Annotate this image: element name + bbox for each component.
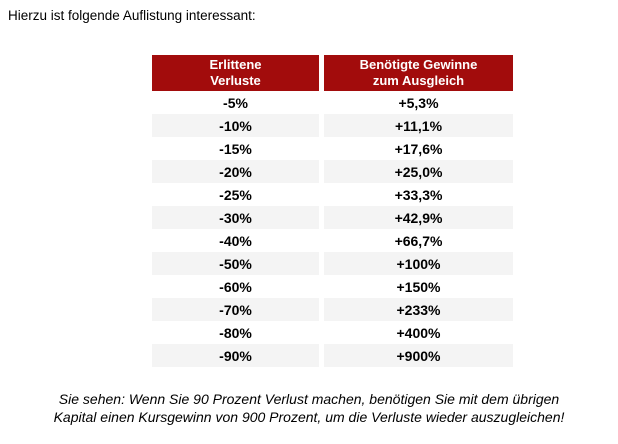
table-row: -90% +900% bbox=[152, 344, 513, 367]
gain-cell: +233% bbox=[324, 298, 513, 321]
loss-cell: -50% bbox=[152, 252, 319, 275]
table-header-row: Erlittene Verluste Benötigte Gewinne zum… bbox=[152, 55, 513, 91]
table-row: -15% +17,6% bbox=[152, 137, 513, 160]
table-row: -10% +11,1% bbox=[152, 114, 513, 137]
loss-cell: -30% bbox=[152, 206, 319, 229]
gain-cell: +42,9% bbox=[324, 206, 513, 229]
column-divider bbox=[319, 275, 324, 298]
column-divider bbox=[319, 183, 324, 206]
gain-cell: +33,3% bbox=[324, 183, 513, 206]
gain-cell: +100% bbox=[324, 252, 513, 275]
loss-cell: -90% bbox=[152, 344, 319, 367]
loss-cell: -80% bbox=[152, 321, 319, 344]
table-row: -80% +400% bbox=[152, 321, 513, 344]
table-row: -5% +5,3% bbox=[152, 91, 513, 114]
gain-cell: +900% bbox=[324, 344, 513, 367]
loss-cell: -70% bbox=[152, 298, 319, 321]
header-losses-line1: Erlittene bbox=[209, 57, 262, 72]
loss-gain-table: Erlittene Verluste Benötigte Gewinne zum… bbox=[152, 55, 513, 367]
loss-cell: -10% bbox=[152, 114, 319, 137]
gain-cell: +11,1% bbox=[324, 114, 513, 137]
loss-cell: -40% bbox=[152, 229, 319, 252]
table-row: -30% +42,9% bbox=[152, 206, 513, 229]
header-losses-line2: Verluste bbox=[210, 73, 261, 88]
column-divider bbox=[319, 114, 324, 137]
table-row: -40% +66,7% bbox=[152, 229, 513, 252]
column-divider bbox=[319, 252, 324, 275]
gain-cell: +400% bbox=[324, 321, 513, 344]
column-divider bbox=[319, 137, 324, 160]
loss-cell: -15% bbox=[152, 137, 319, 160]
footer-note-line1: Sie sehen: Wenn Sie 90 Prozent Verlust m… bbox=[58, 391, 560, 407]
loss-cell: -5% bbox=[152, 91, 319, 114]
loss-cell: -25% bbox=[152, 183, 319, 206]
gain-cell: +5,3% bbox=[324, 91, 513, 114]
intro-text: Hierzu ist folgende Auflistung interessa… bbox=[8, 8, 256, 23]
column-divider bbox=[319, 229, 324, 252]
loss-cell: -60% bbox=[152, 275, 319, 298]
gain-cell: +66,7% bbox=[324, 229, 513, 252]
column-divider bbox=[319, 298, 324, 321]
header-gains-line2: zum Ausgleich bbox=[372, 73, 465, 88]
loss-cell: -20% bbox=[152, 160, 319, 183]
column-divider bbox=[319, 321, 324, 344]
header-cell-gains: Benötigte Gewinne zum Ausgleich bbox=[324, 55, 513, 91]
header-cell-losses: Erlittene Verluste bbox=[152, 55, 319, 91]
table-row: -60% +150% bbox=[152, 275, 513, 298]
footer-note-line2: Kapital einen Kursgewinn von 900 Prozent… bbox=[53, 408, 565, 425]
gain-cell: +25,0% bbox=[324, 160, 513, 183]
table-row: -50% +100% bbox=[152, 252, 513, 275]
gain-cell: +150% bbox=[324, 275, 513, 298]
column-divider bbox=[319, 206, 324, 229]
table-row: -70% +233% bbox=[152, 298, 513, 321]
column-divider bbox=[319, 160, 324, 183]
column-divider bbox=[319, 344, 324, 367]
column-divider bbox=[319, 55, 324, 91]
table-row: -20% +25,0% bbox=[152, 160, 513, 183]
table-row: -25% +33,3% bbox=[152, 183, 513, 206]
gain-cell: +17,6% bbox=[324, 137, 513, 160]
header-gains-line1: Benötigte Gewinne bbox=[359, 57, 478, 72]
column-divider bbox=[319, 91, 324, 114]
footer-note: Sie sehen: Wenn Sie 90 Prozent Verlust m… bbox=[0, 391, 618, 426]
table-body: -5% +5,3% -10% +11,1% -15% +17,6% -20% +… bbox=[152, 91, 513, 367]
